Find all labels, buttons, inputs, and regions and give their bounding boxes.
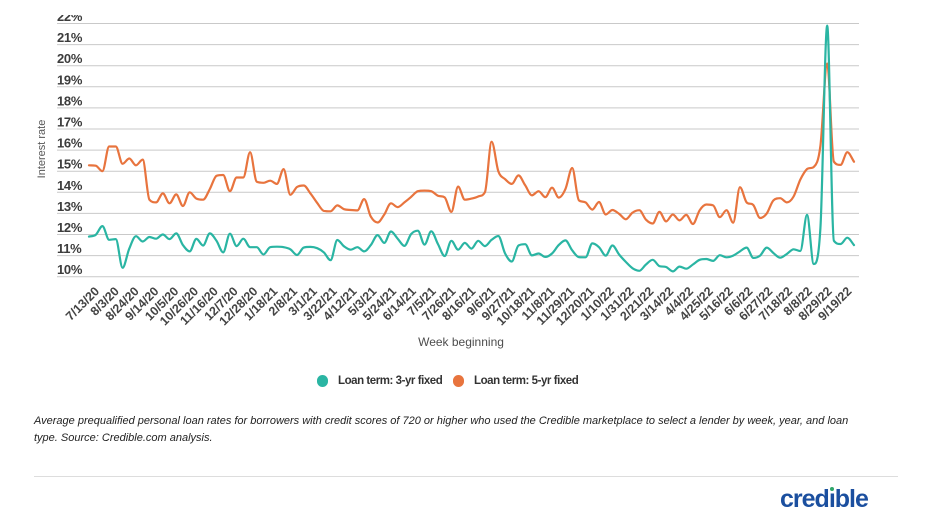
svg-text:11%: 11% <box>57 241 82 256</box>
svg-text:10%: 10% <box>57 262 83 277</box>
svg-text:21%: 21% <box>57 30 83 45</box>
svg-text:13%: 13% <box>57 199 83 214</box>
svg-text:12%: 12% <box>57 220 83 235</box>
svg-text:Interest rate: Interest rate <box>36 120 48 179</box>
svg-text:16%: 16% <box>57 136 83 151</box>
svg-text:15%: 15% <box>57 157 83 172</box>
svg-text:18%: 18% <box>57 93 83 108</box>
svg-text:20%: 20% <box>57 51 83 66</box>
svg-text:19%: 19% <box>57 72 83 87</box>
svg-text:14%: 14% <box>57 178 83 193</box>
svg-text:Week beginning: Week beginning <box>418 335 504 349</box>
svg-text:17%: 17% <box>57 115 83 130</box>
